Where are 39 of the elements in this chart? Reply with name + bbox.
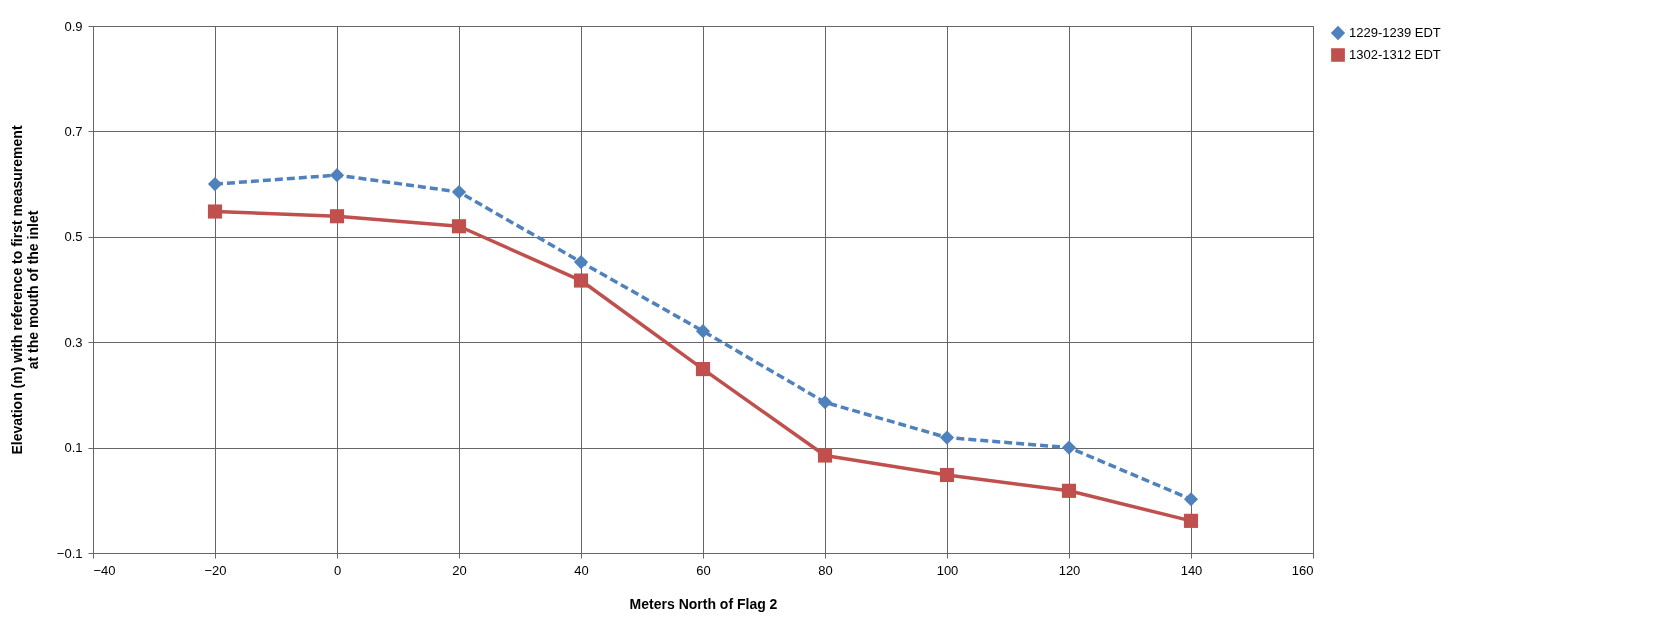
legend-label: 1302-1312 EDT bbox=[1349, 47, 1441, 62]
point bbox=[329, 209, 345, 224]
x-tick-label: 160 bbox=[1291, 562, 1314, 578]
y-tick-label: 0.7 bbox=[64, 123, 83, 139]
point bbox=[1183, 513, 1199, 528]
point bbox=[817, 395, 833, 410]
point bbox=[573, 255, 589, 270]
point bbox=[451, 219, 467, 234]
point bbox=[1061, 440, 1077, 455]
point bbox=[695, 362, 711, 377]
y-tick-label: 0.3 bbox=[64, 334, 83, 350]
x-tick-label: 80 bbox=[818, 562, 833, 578]
x-tick-label: −20 bbox=[204, 562, 227, 578]
x-tick-label: 60 bbox=[696, 562, 711, 578]
x-tick-label: 120 bbox=[1058, 562, 1081, 578]
y-axis-title: Elevation (m) with reference to first measurement at the mouth of the inlet bbox=[8, 125, 41, 455]
point bbox=[1183, 492, 1199, 507]
point bbox=[573, 273, 589, 288]
point bbox=[329, 168, 345, 183]
point bbox=[207, 177, 223, 192]
y-tick-label: −0.1 bbox=[56, 545, 83, 561]
y-tick-label: 0.5 bbox=[64, 229, 83, 245]
point bbox=[939, 430, 955, 445]
x-tick-label: 0 bbox=[333, 562, 342, 578]
point bbox=[695, 324, 711, 339]
point bbox=[207, 204, 223, 219]
point bbox=[939, 467, 955, 483]
y-tick-label: 0.9 bbox=[64, 18, 83, 34]
x-tick-label: 40 bbox=[574, 562, 589, 578]
legend-label: 1229-1239 EDT bbox=[1349, 25, 1441, 40]
y-tick-label: 0.1 bbox=[64, 440, 83, 456]
x-axis-title: Meters North of Flag 2 bbox=[629, 595, 778, 612]
x-tick-label: 20 bbox=[452, 562, 467, 578]
point bbox=[1061, 483, 1077, 498]
point bbox=[817, 448, 833, 463]
x-tick-label: 140 bbox=[1180, 562, 1203, 578]
x-tick-label: −40 bbox=[93, 562, 116, 578]
x-tick-label: 100 bbox=[936, 562, 959, 578]
point bbox=[451, 184, 467, 200]
